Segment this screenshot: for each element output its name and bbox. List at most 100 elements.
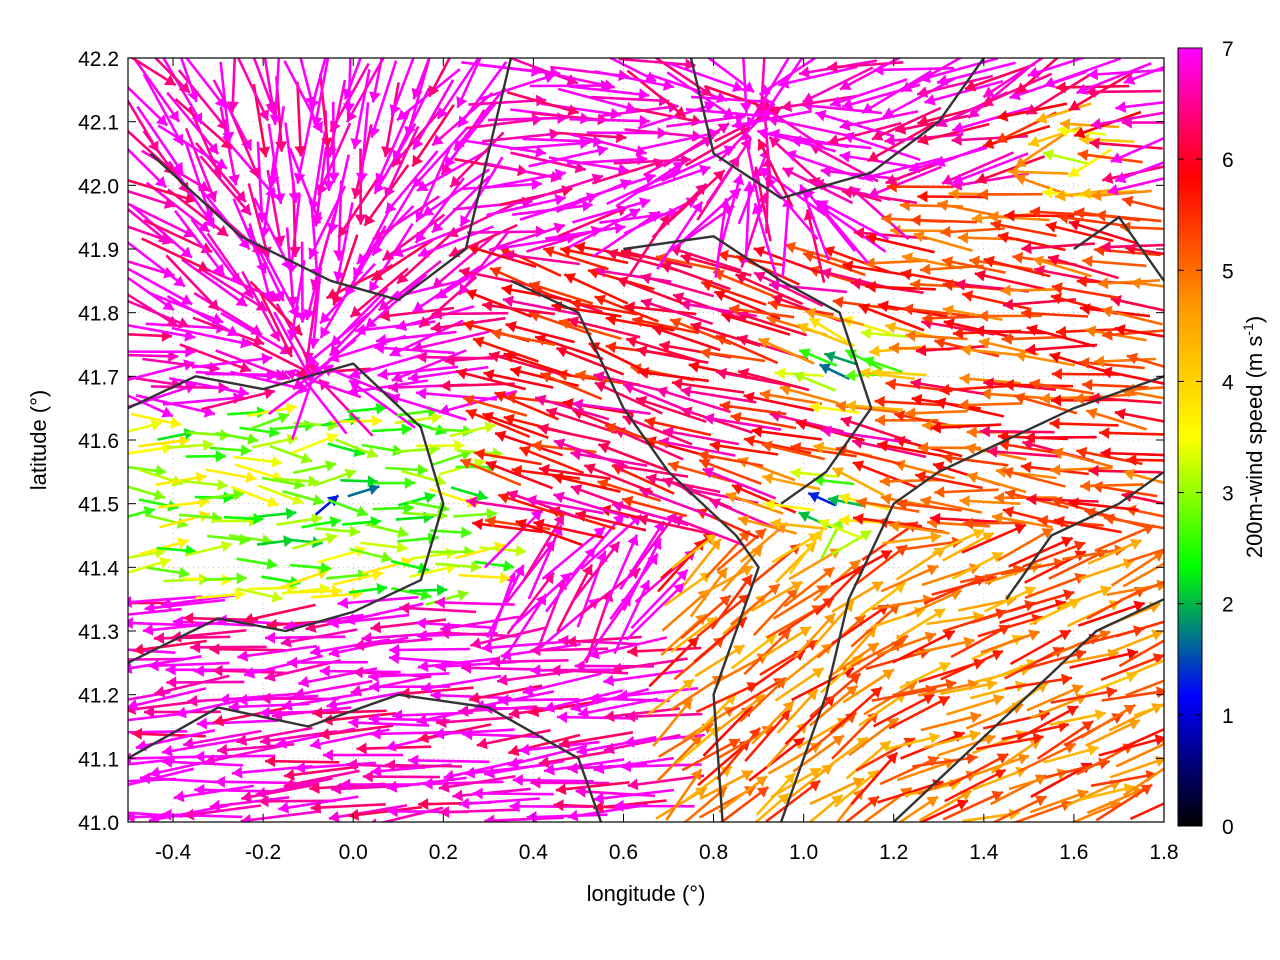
wind-vector-shaft [465,139,547,155]
wind-vector-head [202,439,214,451]
wind-vector-shaft [935,399,1005,418]
wind-vector-head [1086,407,1098,420]
wind-vector-head [308,475,319,488]
wind-vector-head [278,801,290,814]
wind-vector-shaft [173,209,226,276]
wind-vector-shaft [1050,689,1118,704]
wind-vector-shaft [830,549,893,586]
wind-vector-head [465,408,478,420]
wind-vector-head [865,280,876,293]
wind-vector-head [864,257,875,270]
wind-vector-shaft [1121,197,1164,211]
wind-vector-shaft [128,85,169,127]
wind-vector-head [397,109,409,121]
wind-vector-head [239,203,251,215]
wind-vector-head [839,514,850,527]
wind-vector-head [266,105,279,117]
wind-vector-head [179,435,190,447]
wind-vector-shaft [472,337,539,363]
wind-vector-head [378,299,391,311]
wind-vector-head [459,266,470,279]
wind-vector-head [1100,240,1111,253]
wind-vector-head [256,261,268,274]
wind-vector-head [731,483,744,495]
wind-vector-shaft [1004,646,1065,680]
wind-vector-head [930,531,942,544]
wind-vector-shaft [553,493,630,519]
terrain-contour [128,693,603,822]
wind-vector-head [556,346,568,358]
wind-vector-shaft [525,497,604,515]
wind-vector-shaft [144,598,226,611]
wind-vector-head [680,252,692,265]
wind-vector-head [885,321,897,334]
wind-vector-head [638,88,650,101]
wind-vector-head [557,369,568,381]
wind-vector-shaft [483,509,543,569]
wind-vector-head [959,372,970,385]
wind-vector-shaft [915,344,989,353]
wind-vector-head [432,134,444,146]
wind-vector-head [215,158,227,169]
wind-vector-head [809,401,820,414]
wind-vector-head [1050,394,1061,407]
wind-vector-head [1099,585,1112,597]
wind-vector-shaft [361,631,441,640]
colorbar-tick-label: 0 [1222,816,1234,839]
wind-vector-head [265,755,276,768]
wind-vector-shaft [594,70,675,89]
wind-vector-shaft [411,330,490,351]
wind-vector-shaft [620,249,693,269]
wind-vector-head [503,351,515,363]
wind-vector-shaft [658,722,714,758]
wind-vector-head [368,126,381,138]
wind-vector-shaft [576,735,657,754]
wind-vector-shaft [715,334,779,365]
y-tick-label: 41.7 [78,366,119,389]
wind-vector-shaft [959,566,1024,584]
wind-vector-head [779,384,792,396]
wind-vector-head [608,541,620,554]
wind-vector-shaft [496,669,575,683]
wind-vector-head [1115,171,1127,184]
wind-vector-shaft [428,58,452,98]
wind-vector-shaft [165,254,220,312]
wind-vector-shaft [551,304,622,318]
wind-vector-head [924,94,936,106]
wind-vector-shaft [497,235,578,250]
terrain-contour [1005,470,1164,600]
wind-vector-shaft [1009,629,1072,666]
wind-vector-shaft [184,142,213,221]
wind-vector-head [197,260,209,272]
wind-vector-head [743,391,755,404]
wind-vector-shaft [1024,573,1087,600]
wind-vector-shaft [896,502,962,512]
wind-vector-head [148,659,159,672]
wind-vector-head [566,635,577,648]
wind-vector-head [440,379,451,392]
wind-vector-head [214,775,225,788]
wind-vector-shaft [742,58,748,113]
wind-vector-head [554,438,566,450]
wind-vector-head [644,416,656,429]
wind-vector-shaft [575,512,647,532]
wind-vector-head [183,808,195,821]
wind-vector-shaft [1122,767,1164,797]
wind-vector-shaft [1107,177,1164,194]
wind-vector-head [991,649,1003,661]
wind-vector-shaft [488,223,566,252]
wind-vector-shaft [761,442,826,461]
wind-vector-shaft [874,399,943,407]
wind-vector-head [824,351,836,363]
wind-vector-shaft [680,388,757,404]
wind-vector-shaft [212,79,253,151]
wind-vector-shaft [609,553,659,621]
wind-vector-head [922,312,933,325]
wind-vector-head [722,107,735,118]
x-axis-label: longitude (°) [587,881,706,906]
wind-vector-head [980,388,992,400]
wind-vector-head [713,170,725,182]
wind-vector-shaft [910,218,977,224]
wind-vector-shaft [416,149,488,192]
